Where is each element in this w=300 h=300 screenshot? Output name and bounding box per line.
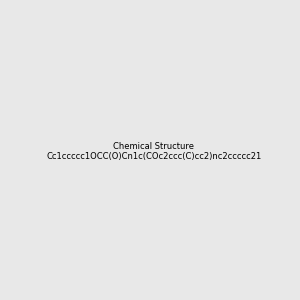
Text: Chemical Structure
Cc1ccccc1OCC(O)Cn1c(COc2ccc(C)cc2)nc2ccccc21: Chemical Structure Cc1ccccc1OCC(O)Cn1c(C… — [46, 142, 261, 161]
